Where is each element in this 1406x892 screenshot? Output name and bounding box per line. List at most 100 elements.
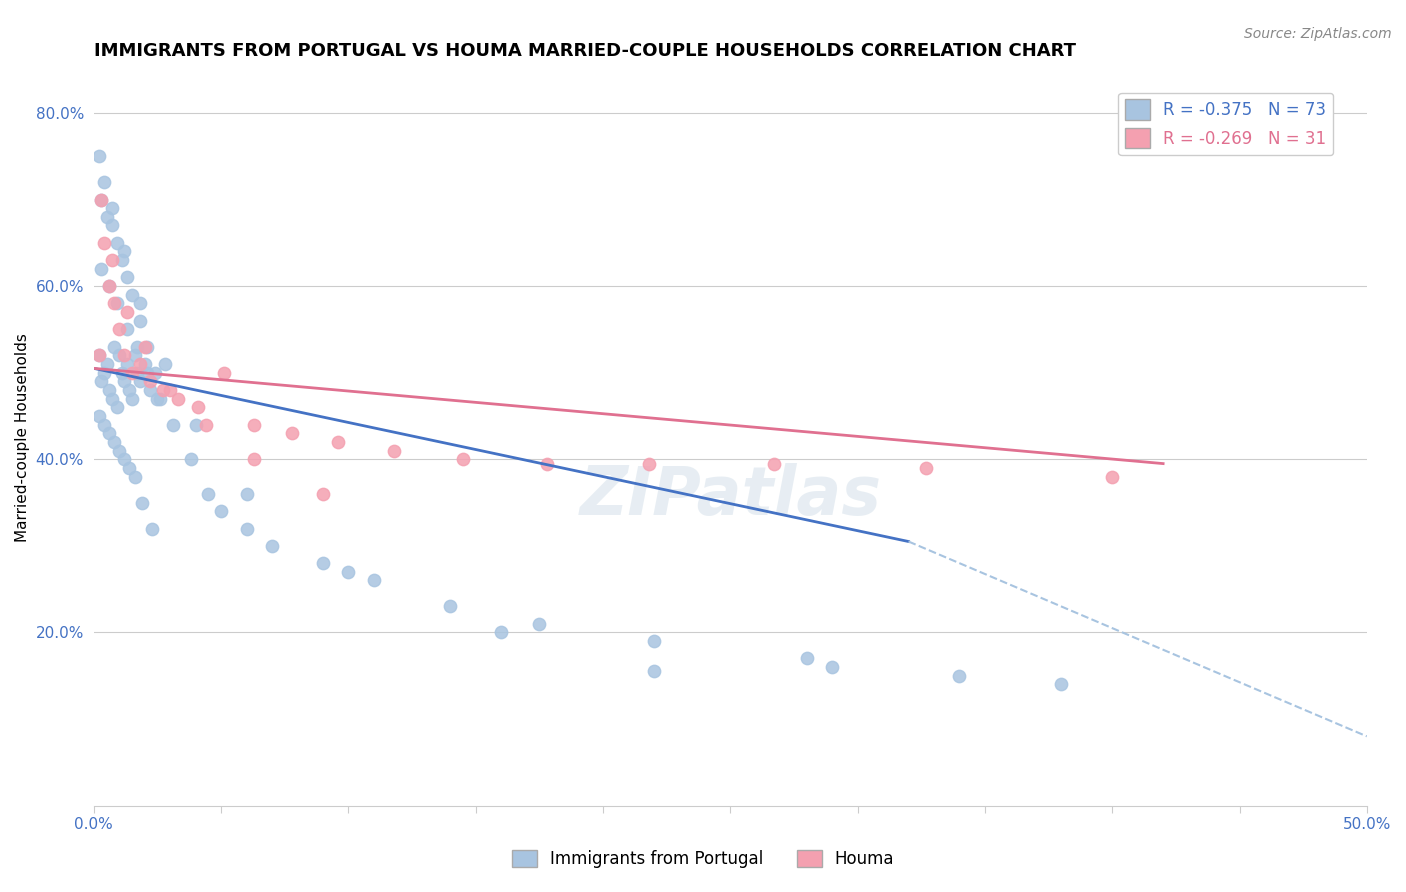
Point <box>121 287 143 301</box>
Point <box>112 244 135 259</box>
Point <box>105 296 128 310</box>
Point <box>382 443 405 458</box>
Point <box>128 375 150 389</box>
Point <box>128 357 150 371</box>
Point <box>131 495 153 509</box>
Point <box>90 261 112 276</box>
Point <box>125 366 148 380</box>
Point <box>111 366 134 380</box>
Point <box>136 340 159 354</box>
Point <box>328 434 350 449</box>
Point <box>536 457 558 471</box>
Point <box>134 340 156 354</box>
Point <box>209 504 232 518</box>
Point <box>489 625 512 640</box>
Point <box>121 392 143 406</box>
Point <box>141 522 163 536</box>
Point <box>243 417 266 432</box>
Point <box>124 348 146 362</box>
Point <box>1101 469 1123 483</box>
Point <box>100 253 122 268</box>
Point <box>124 469 146 483</box>
Point <box>643 665 665 679</box>
Point <box>112 452 135 467</box>
Point <box>87 348 110 362</box>
Point <box>112 348 135 362</box>
Point <box>166 392 188 406</box>
Point <box>187 401 209 415</box>
Point <box>128 314 150 328</box>
Point <box>197 487 219 501</box>
Point <box>281 426 304 441</box>
Point <box>152 383 174 397</box>
Point <box>363 574 385 588</box>
Point <box>948 669 970 683</box>
Point <box>143 366 166 380</box>
Point <box>180 452 202 467</box>
Point <box>134 357 156 371</box>
Point <box>93 235 115 250</box>
Point <box>529 616 551 631</box>
Point <box>103 340 125 354</box>
Point <box>90 193 112 207</box>
Point <box>96 357 118 371</box>
Point <box>260 539 283 553</box>
Point <box>118 461 141 475</box>
Legend: Immigrants from Portugal, Houma: Immigrants from Portugal, Houma <box>505 843 901 875</box>
Text: IMMIGRANTS FROM PORTUGAL VS HOUMA MARRIED-COUPLE HOUSEHOLDS CORRELATION CHART: IMMIGRANTS FROM PORTUGAL VS HOUMA MARRIE… <box>94 42 1076 60</box>
Point <box>108 348 131 362</box>
Point <box>162 417 184 432</box>
Point <box>136 366 159 380</box>
Point <box>98 279 121 293</box>
Point <box>93 366 115 380</box>
Point <box>105 401 128 415</box>
Point <box>103 434 125 449</box>
Point <box>108 322 131 336</box>
Point <box>115 357 138 371</box>
Point <box>96 210 118 224</box>
Point <box>103 296 125 310</box>
Point <box>108 443 131 458</box>
Legend: R = -0.375   N = 73, R = -0.269   N = 31: R = -0.375 N = 73, R = -0.269 N = 31 <box>1118 93 1333 155</box>
Point <box>112 375 135 389</box>
Point <box>243 452 266 467</box>
Point <box>111 253 134 268</box>
Point <box>87 348 110 362</box>
Point <box>115 322 138 336</box>
Point <box>1050 677 1073 691</box>
Point <box>762 457 785 471</box>
Point <box>87 149 110 163</box>
Point <box>139 375 162 389</box>
Point <box>90 375 112 389</box>
Point <box>146 392 169 406</box>
Point <box>93 175 115 189</box>
Point <box>128 296 150 310</box>
Point <box>439 599 461 614</box>
Point <box>125 340 148 354</box>
Point <box>98 426 121 441</box>
Point <box>118 383 141 397</box>
Point <box>159 383 181 397</box>
Point <box>87 409 110 423</box>
Text: ZIPatlas: ZIPatlas <box>579 464 882 530</box>
Point <box>121 366 143 380</box>
Point <box>915 461 938 475</box>
Point <box>337 565 360 579</box>
Text: Source: ZipAtlas.com: Source: ZipAtlas.com <box>1244 27 1392 41</box>
Point <box>98 383 121 397</box>
Point <box>312 556 335 570</box>
Point <box>98 279 121 293</box>
Point <box>235 487 257 501</box>
Point <box>139 383 162 397</box>
Point <box>153 357 176 371</box>
Point <box>184 417 207 432</box>
Point <box>312 487 335 501</box>
Point <box>93 417 115 432</box>
Point <box>115 270 138 285</box>
Point <box>100 392 122 406</box>
Point <box>105 235 128 250</box>
Point <box>115 305 138 319</box>
Point <box>643 634 665 648</box>
Point <box>100 219 122 233</box>
Point <box>90 193 112 207</box>
